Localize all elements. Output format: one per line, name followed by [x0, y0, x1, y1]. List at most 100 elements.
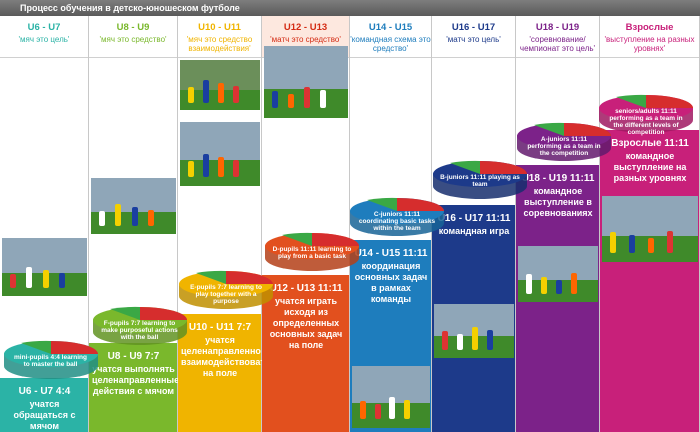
- stage-disc: B-juniors 11:11 playing as team: [432, 160, 528, 200]
- disc-label: mini-pupils 4:4 learning to master the b…: [14, 354, 87, 368]
- stage-age: U16 - U17: [451, 22, 496, 33]
- disc-label: F-pupils 7:7 learning to make purposeful…: [101, 320, 178, 341]
- stage-format: U14 - U15 11:11: [354, 248, 428, 259]
- stage-disc: mini-pupils 4:4 learning to master the b…: [3, 340, 99, 380]
- disc-graphic: [433, 160, 527, 199]
- stage-header: U6 - U7 'мяч это цель': [0, 16, 88, 58]
- football-photo: [352, 366, 430, 428]
- stage-description: U6 - U7 4:4 учатся обращаться с мячом: [3, 386, 86, 432]
- stage-block: [262, 275, 349, 432]
- stage-block: [178, 314, 261, 432]
- page-title: Процесс обучения в детско-юношеском футб…: [0, 0, 700, 16]
- stage-format: U12 - U13 11:11: [269, 283, 343, 294]
- stage-motto: 'соревнование/чемпионат это цель': [519, 35, 596, 53]
- stage-description: U10 - U11 7:7 учатся целенаправленно взаи…: [181, 322, 271, 379]
- disc-segment: [196, 270, 226, 284]
- stage-description: U18 - U19 11:11 командное выступление в с…: [519, 173, 597, 219]
- stage-column-6: U16 - U17 'матч это цель' U16 - U17 11:11 к…: [432, 16, 516, 432]
- disc-segment: [397, 198, 444, 211]
- stage-format: U18 - U19 11:11: [521, 173, 595, 184]
- stage-text: командное выступление на разных уровнях: [613, 151, 687, 183]
- disc-label: C-juniors 11:11 coordinating basic tasks…: [358, 211, 436, 232]
- stage-column-3: U10 - U11 'мяч это средство взаимодействи…: [178, 16, 271, 432]
- stage-column-2: U8 - U9 'мяч это средство' U8 - U9 7:7 учат…: [89, 16, 180, 432]
- stage-description: U12 - U13 11:11 учатся играть исходя из о…: [265, 283, 347, 351]
- disc-segment: [50, 341, 98, 354]
- stage-text: командная игра: [438, 226, 510, 236]
- stage-motto: 'матч это средство': [270, 35, 341, 44]
- football-photo: [518, 246, 598, 302]
- stage-column-4: U12 - U13 'матч это средство' U12 - U13 11…: [262, 16, 350, 432]
- stage-age: U6 - U7: [27, 22, 61, 33]
- stage-age: U8 - U9: [116, 22, 150, 33]
- football-photo: [602, 196, 698, 262]
- football-photo: [91, 178, 176, 234]
- stage-description: U16 - U17 11:11 командная игра: [435, 213, 513, 237]
- football-photo: [180, 122, 260, 186]
- disc-segment: [564, 123, 611, 136]
- stage-block: [0, 378, 88, 432]
- stage-header: U16 - U17 'матч это цель': [432, 16, 515, 58]
- stage-disc: F-pupils 7:7 learning to make purposeful…: [92, 306, 188, 346]
- stage-text: учатся выполнять целенаправленные действ…: [92, 364, 180, 396]
- stage-age: Взрослые: [625, 22, 674, 33]
- stage-motto: 'мяч это средство': [99, 35, 167, 44]
- disc-segment: [450, 160, 480, 174]
- stage-format: U6 - U7 4:4: [18, 386, 71, 397]
- stage-header: Взрослые 'выступление на разных уровнях': [600, 16, 699, 58]
- disc-graphic: [350, 197, 444, 236]
- stage-column-1: U6 - U7 'мяч это цель' U6 - U7 4:4 учатся о…: [0, 16, 89, 432]
- disc-graphic: [92, 306, 187, 345]
- stage-description: U8 - U9 7:7 учатся выполнять целенаправле…: [92, 351, 180, 397]
- stage-text: координация основных задач в рамках кома…: [354, 261, 428, 304]
- stage-age: U12 - U13: [283, 22, 328, 33]
- stage-text: командное выступление в соревнованиях: [523, 186, 593, 218]
- disc-label: B-juniors 11:11 playing as team: [440, 174, 520, 188]
- stage-motto: 'мяч это средство взаимодействия': [186, 35, 253, 53]
- stage-disc: E-pupils 7:7 learning to play together w…: [178, 270, 274, 310]
- disc-segment: [367, 197, 397, 211]
- stage-motto: 'матч это цель': [446, 35, 501, 44]
- disc-label: seniors/adults 11:11 performing as a tea…: [609, 108, 683, 136]
- disc-segment: [616, 94, 646, 108]
- disc-segment: [139, 307, 187, 320]
- stage-text: учатся обращаться с мячом: [13, 399, 76, 431]
- stage-disc: A-juniors 11:11 performing as a team in …: [516, 122, 612, 162]
- stage-format: U8 - U9 7:7: [107, 351, 160, 362]
- stage-column-5: U14 - U15'командная схема это средство' U…: [350, 16, 432, 432]
- disc-segment: [480, 161, 527, 174]
- disc-segment: [534, 122, 564, 136]
- disc-graphic: [265, 232, 359, 271]
- disc-label: E-pupils 7:7 learning to play together w…: [190, 284, 262, 305]
- disc-label: A-juniors 11:11 performing as a team in …: [527, 136, 601, 157]
- stage-motto: 'командная схема это средство': [350, 35, 431, 53]
- disc-segment: [226, 271, 273, 284]
- football-photo: [180, 60, 260, 110]
- stage-motto: 'выступление на разных уровнях': [604, 35, 695, 53]
- stage-disc: D-pupils 11:11 learning to play from a b…: [264, 232, 360, 272]
- stage-block: [89, 343, 177, 432]
- disc-segment: [109, 306, 140, 320]
- stage-column-7: U18 - U19 'соревнование/чемпионат это цел…: [516, 16, 600, 432]
- stage-format: U10 - U11 7:7: [188, 322, 252, 333]
- stage-disc: C-juniors 11:11 coordinating basic tasks…: [349, 197, 445, 237]
- stage-column-8: Взрослые'выступление на разных уровнях' В…: [600, 16, 700, 432]
- stage-format: U16 - U17 11:11: [437, 213, 511, 224]
- stage-age: U10 - U11: [198, 22, 241, 33]
- disc-label: D-pupils 11:11 learning to play from a b…: [272, 246, 352, 260]
- stage-block: [600, 130, 699, 432]
- football-photo: [434, 304, 514, 358]
- stage-text: учатся целенаправленно взаимодействовать…: [181, 335, 271, 378]
- stage-header: U8 - U9 'мяч это средство': [89, 16, 177, 58]
- stage-motto: 'мяч это цель': [18, 35, 70, 44]
- disc-graphic: [599, 94, 693, 133]
- stage-age: U18 - U19: [535, 22, 580, 33]
- stage-description: Взрослые 11:11 командное выступление на р…: [603, 138, 697, 184]
- disc-segment: [282, 232, 312, 246]
- disc-segment: [20, 340, 51, 354]
- stage-disc: seniors/adults 11:11 performing as a tea…: [598, 94, 694, 136]
- stage-format: Взрослые 11:11: [611, 138, 689, 149]
- football-photo: [2, 238, 87, 296]
- disc-graphic: [3, 340, 98, 379]
- stage-text: учатся играть исходя из определенных осн…: [269, 296, 343, 350]
